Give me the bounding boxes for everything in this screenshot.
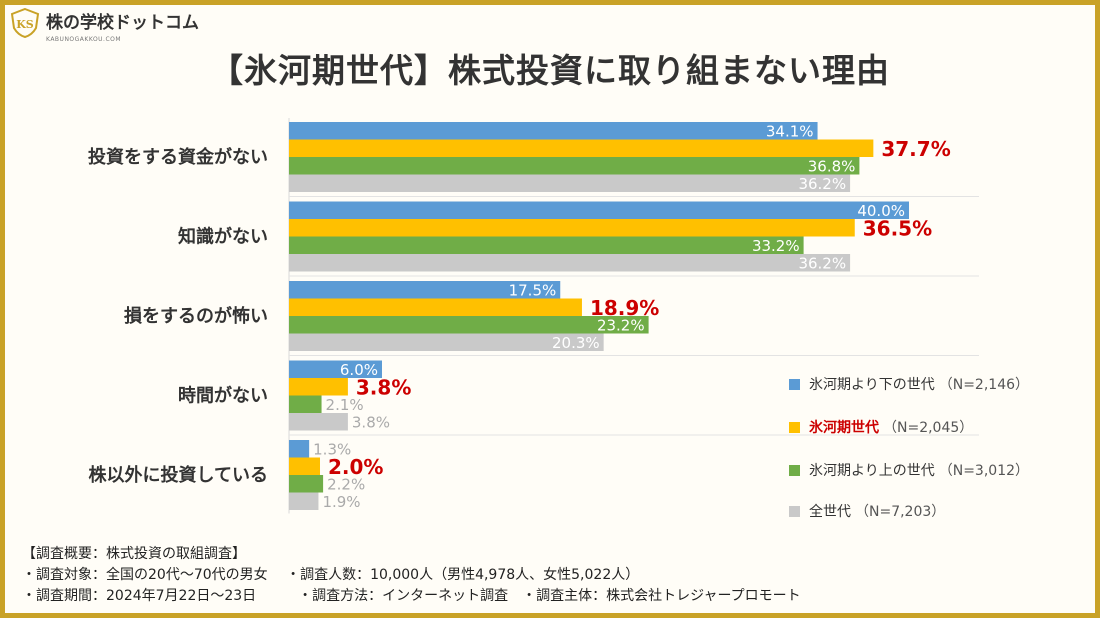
survey-notes-period: ・調査期間：2024年7月22日～23日 ・調査方法：インターネット調査 ・調査… [22,588,801,604]
category-label: 投資をする資金がない [88,146,268,168]
bar-below [289,201,909,219]
category-label: 時間がない [178,385,268,407]
legend-label: 全世代 [809,504,851,520]
bar-all [289,254,851,272]
bar-hyouga [289,219,855,237]
legend-swatch [789,464,800,476]
legend-label: 氷河期より下の世代 [809,377,935,393]
category-label: 損をするのが怖い [124,305,268,327]
data-label-highlight: 36.5% [863,217,932,241]
data-label: 20.3% [552,334,600,352]
legend-item-hyouga: 氷河期世代 （N=2,045） [789,417,973,437]
data-label: 2.1% [326,396,364,414]
legend-sample-size: （N=2,146） [938,377,1030,393]
bar-above [289,395,322,413]
data-label: 36.2% [798,255,846,273]
bar-above [289,475,324,493]
data-label: 36.2% [798,175,846,193]
legend-item-below: 氷河期より下の世代 （N=2,146） [789,374,1029,394]
bar-hyouga [289,139,874,157]
data-label: 23.2% [597,317,645,335]
survey-notes: 【調査概要：株式投資の取組調査】 ・調査対象：全国の20代～70代の男女 ・調査… [22,544,801,607]
data-label: 33.2% [752,237,800,255]
brand-url: KABUNOGAKKOU.COM [46,36,122,43]
data-label-highlight: 3.8% [356,376,411,400]
category-label: 知識がない [178,226,268,248]
bar-all [289,492,319,510]
survey-notes-target: ・調査対象：全国の20代～70代の男女 ・調査人数：10,000人（男性4,97… [22,567,640,583]
bar-below [289,122,818,140]
bar-hyouga [289,378,348,396]
data-label-highlight: 37.7% [881,137,950,161]
data-label: 34.1% [766,123,814,141]
legend-sample-size: （N=3,012） [938,463,1030,479]
brand-name: 株の学校ドットコム [46,13,199,33]
bar-all [289,333,604,351]
bar-hyouga [289,457,320,475]
data-label: 17.5% [509,282,557,300]
data-label: 1.9% [322,493,360,511]
legend-label: 氷河期世代 [809,420,879,436]
data-label: 1.3% [313,441,351,459]
legend-item-above: 氷河期より上の世代 （N=3,012） [789,460,1029,480]
bar-below [289,360,382,378]
bar-below [289,440,310,458]
bar-above [289,236,804,254]
data-label: 2.2% [327,476,365,494]
category-label: 株以外に投資している [89,464,268,486]
legend-item-all: 全世代 （N=7,203） [789,501,945,521]
legend-label: 氷河期より上の世代 [809,463,935,479]
bar-above [289,157,860,175]
chart-title: 【氷河期世代】株式投資に取り組まない理由 [210,51,890,90]
legend-swatch [789,505,800,517]
data-label: 40.0% [857,202,905,220]
legend-swatch [789,421,800,433]
bar-above [289,316,649,334]
bar-below [289,281,561,299]
brand-logo: KS 株の学校ドットコム [10,8,199,38]
logo-mark-text: KS [16,18,34,31]
data-label: 3.8% [352,414,390,432]
survey-notes-heading: 【調査概要：株式投資の取組調査】 [22,546,246,562]
data-label: 6.0% [340,361,378,379]
legend-sample-size: （N=7,203） [855,504,946,520]
shield-logo-icon: KS [10,8,40,38]
legend-swatch [789,378,800,390]
bar-all [289,413,348,431]
data-label: 36.8% [808,158,856,176]
legend-sample-size: （N=2,045） [883,420,974,436]
bar-hyouga [289,298,582,316]
data-label-highlight: 2.0% [328,455,383,479]
bar-all [289,174,851,192]
